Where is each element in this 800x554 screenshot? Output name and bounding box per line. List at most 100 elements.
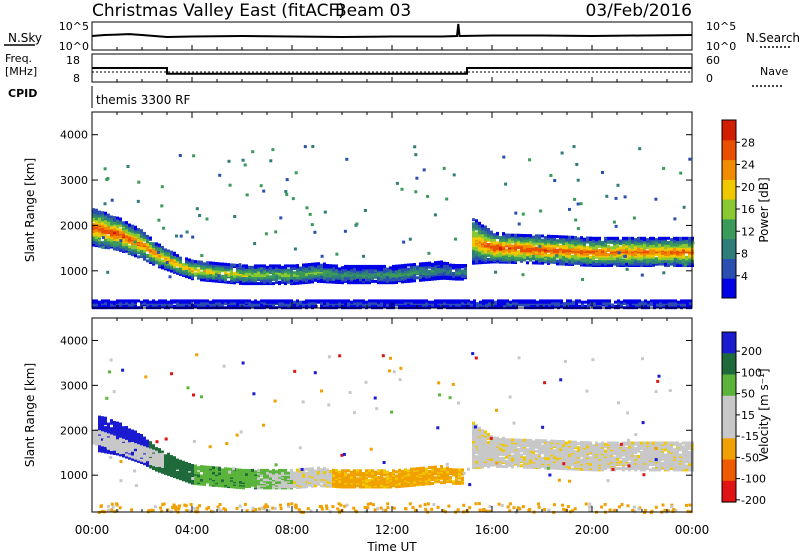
power-cell <box>643 243 646 247</box>
power-cell <box>443 275 446 279</box>
velocity-cell <box>254 470 257 474</box>
velocity-cell <box>140 461 143 464</box>
power-cell <box>293 300 296 304</box>
velocity-cell <box>284 468 287 472</box>
power-cell <box>188 299 191 303</box>
velocity-cell <box>275 474 278 478</box>
power-cell <box>487 228 490 231</box>
velocity-cell <box>212 466 215 470</box>
power-cell <box>572 304 575 308</box>
velocity-cell <box>188 465 191 469</box>
velocity-cell <box>239 480 242 484</box>
power-cell <box>158 299 161 303</box>
power-cell <box>637 236 640 240</box>
power-cell <box>92 208 95 212</box>
power-cell <box>464 272 467 276</box>
power-cell <box>162 226 166 230</box>
power-cell <box>562 255 565 259</box>
power-cell <box>146 234 149 238</box>
power-cell <box>437 275 440 279</box>
power-cell <box>305 206 309 210</box>
power-cell <box>577 240 580 244</box>
power-cell <box>497 299 500 303</box>
power-cell <box>236 302 239 306</box>
velocity-cell <box>125 435 128 439</box>
power-cell <box>532 254 535 258</box>
power-cell <box>131 228 134 232</box>
power-cell <box>617 251 621 255</box>
power-cell <box>625 244 628 248</box>
power-cell <box>475 231 478 235</box>
velocity-cell <box>290 483 293 487</box>
power-cell <box>644 299 647 303</box>
power-cell <box>499 238 502 242</box>
power-cell <box>631 236 634 240</box>
power-colorbar-tick-label: 8 <box>741 248 748 261</box>
power-cell <box>598 236 601 240</box>
freq-line <box>92 67 692 75</box>
power-cell <box>161 299 164 303</box>
power-cell <box>170 299 173 303</box>
power-cell <box>236 299 239 303</box>
freq-panel: Freq. [MHz] 18 8 60 0 Nave <box>5 52 788 87</box>
power-cell <box>374 299 377 303</box>
power-cell <box>206 299 209 303</box>
velocity-cell <box>179 466 182 470</box>
power-cell <box>137 255 140 259</box>
power-cell <box>562 235 565 239</box>
velocity-cell <box>101 437 104 441</box>
velocity-cell <box>170 464 173 468</box>
power-cell <box>511 255 514 259</box>
power-cell <box>128 299 131 303</box>
power-cell <box>260 299 263 303</box>
power-cell <box>559 235 562 239</box>
power-cell <box>419 262 422 266</box>
chart-title: Christmas Valley East (fitACF) <box>92 1 345 21</box>
cpid-panel: CPID themis 3300 RF <box>8 86 190 108</box>
power-cell <box>536 300 539 304</box>
power-cell <box>285 192 289 196</box>
power-cell <box>344 264 347 268</box>
power-cell <box>532 261 535 265</box>
power-cell <box>371 264 374 268</box>
power-cell <box>308 263 311 266</box>
power-cell <box>248 275 251 279</box>
power-cell <box>613 253 616 257</box>
power-cell <box>571 254 574 258</box>
power-cell <box>445 197 449 201</box>
power-cell <box>311 145 315 148</box>
power-cell <box>505 255 508 259</box>
power-cell <box>245 193 249 197</box>
power-cell <box>317 269 320 272</box>
power-cell <box>92 210 95 214</box>
power-cell <box>413 273 416 277</box>
velocity-cell <box>215 479 218 483</box>
power-cell <box>520 238 523 241</box>
power-cell <box>529 234 532 238</box>
power-cell <box>688 157 692 161</box>
power-cell <box>623 195 627 199</box>
power-cell <box>398 278 401 281</box>
power-cell <box>458 264 461 267</box>
power-cell <box>476 302 479 306</box>
power-cell <box>275 264 278 268</box>
power-cell <box>673 243 676 247</box>
power-cell <box>260 303 263 307</box>
power-cell <box>398 304 401 308</box>
power-cell <box>628 251 631 255</box>
power-cell <box>230 277 233 280</box>
power-cell <box>473 302 476 306</box>
power-cell <box>264 232 268 236</box>
power-cell <box>555 254 559 258</box>
power-cell <box>619 249 622 252</box>
power-cell <box>146 253 149 257</box>
power-colorbar-tick-label: 12 <box>741 225 755 238</box>
power-cell <box>410 279 413 283</box>
power-cell <box>263 302 266 306</box>
power-cell <box>251 278 254 282</box>
power-cell <box>569 299 572 303</box>
power-cell <box>679 171 683 175</box>
power-cell <box>203 299 206 303</box>
power-cell <box>119 247 122 251</box>
power-cell <box>689 302 692 306</box>
